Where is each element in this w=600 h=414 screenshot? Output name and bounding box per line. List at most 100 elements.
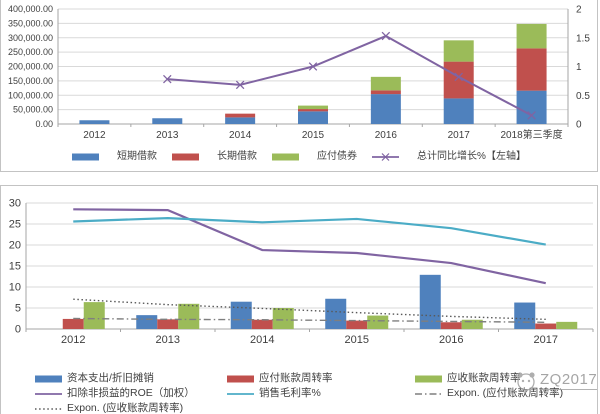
- left-axis-label: 300,000.00: [8, 33, 53, 43]
- legend-item: 应付账款周转率: [227, 372, 415, 385]
- x-axis-label: 2016: [439, 334, 463, 346]
- right-axis-label: 1: [576, 62, 582, 73]
- watermark-logo-icon: [517, 372, 535, 391]
- right-axis-label: 0.5: [576, 91, 590, 102]
- bar-segment: [298, 109, 328, 112]
- bar: [461, 319, 483, 329]
- bar: [535, 323, 557, 329]
- bar: [419, 274, 441, 329]
- legend-swatch-bar-icon: [272, 153, 300, 161]
- left-axis-label: 150,000.00: [8, 76, 53, 86]
- bar-segment: [370, 76, 401, 91]
- left-axis-label: 10: [9, 282, 21, 294]
- bar: [178, 303, 200, 329]
- x-axis-label: 2013: [156, 130, 179, 141]
- bar-segment: [443, 98, 474, 124]
- swatch-rect: [272, 153, 300, 161]
- left-axis-label: 200,000.00: [8, 62, 53, 72]
- legend-item: 应收账款周转率: [415, 372, 591, 385]
- legend-swatch-bar-icon: [72, 153, 100, 161]
- legend-swatch-line-icon: [372, 153, 400, 161]
- right-axis-label: 1.5: [576, 33, 590, 44]
- trend-line: [73, 317, 546, 323]
- legend-swatch-bar-icon: [227, 375, 254, 382]
- legend-label: 资本支出/折旧摊销: [67, 372, 154, 385]
- legend-label: 扣除非损益的ROE（加权）: [67, 387, 195, 400]
- left-axis-label: 0.00: [35, 119, 53, 129]
- left-axis-label: 50,000.00: [13, 105, 53, 115]
- legend-item: 总计同比增长%【左轴】: [372, 152, 526, 162]
- series-line: [73, 208, 546, 285]
- x-axis-label: 2013: [156, 334, 180, 346]
- line-marker-x: [163, 74, 172, 84]
- trend-line: [73, 298, 546, 321]
- legend-label: 应付债券: [317, 151, 358, 162]
- left-axis-label: 0: [15, 324, 21, 336]
- series-line: [73, 217, 546, 246]
- line-marker-x: [235, 80, 245, 90]
- bar-segment: [225, 117, 256, 124]
- ratios-chart-legend: 资本支出/折旧摊销 应付账款周转率 应收账款周转率扣除非损益的ROE（加权） 销售毛利…: [35, 372, 591, 414]
- legend-item: 短期借款: [72, 152, 157, 162]
- line-marker-x: [527, 111, 536, 120]
- line-marker-x: [308, 62, 318, 71]
- line-marker-x: [454, 72, 463, 82]
- legend-swatch-line-icon: [35, 392, 62, 395]
- left-axis-label: 250,000.00: [8, 47, 53, 57]
- swatch-rect: [415, 375, 442, 382]
- legend-label: 应付账款周转率: [259, 372, 333, 385]
- x-axis-label: 2014: [229, 130, 252, 141]
- x-axis-label: 2014: [250, 334, 274, 346]
- loans-stacked-chart: 400,000.00350,000.00300,000.00250,000.00…: [8, 4, 590, 141]
- line-marker-x: [381, 31, 391, 41]
- bar-segment: [370, 94, 401, 124]
- right-axis-label: 0: [576, 120, 582, 131]
- bar: [325, 298, 347, 329]
- bar: [440, 322, 462, 329]
- right-axis-label: 2: [576, 5, 582, 16]
- ratios-chart-panel: 30 25 20 15 10 5 0 2012 2013 2014 2015 2016 2017 资本支…: [0, 185, 598, 414]
- left-axis-label: 25: [9, 219, 21, 231]
- legend-label: 长期借款: [217, 151, 258, 162]
- bar-segment: [443, 61, 474, 99]
- x-axis-label: 2015: [302, 130, 325, 141]
- bar: [367, 315, 389, 329]
- legend-swatch-bar-icon: [415, 375, 442, 382]
- left-axis-label: 400,000.00: [8, 4, 53, 14]
- x-axis-label: 2017: [534, 334, 558, 346]
- swatch-x: [381, 153, 390, 161]
- swatch-rect: [227, 375, 254, 382]
- legend-swatch-bar-icon: [172, 153, 200, 161]
- bar-segment: [370, 90, 401, 95]
- legend-label: 销售毛利率%: [259, 387, 321, 400]
- left-axis-label: 5: [15, 303, 21, 315]
- left-axis-label: 15: [9, 261, 21, 273]
- bar: [556, 321, 578, 329]
- legend-swatch-bar-icon: [35, 375, 62, 382]
- left-axis-label: 100,000.00: [8, 90, 53, 100]
- legend-item: 销售毛利率%: [227, 387, 415, 400]
- bar: [230, 301, 252, 329]
- legend-label: 短期借款: [117, 151, 158, 162]
- bar: [157, 319, 179, 329]
- x-axis-label: 2016: [375, 130, 398, 141]
- left-axis-label: 20: [9, 240, 21, 252]
- legend-label: Expon. (应收账款周转率): [67, 402, 184, 414]
- bar-segment: [516, 23, 547, 49]
- bar: [346, 320, 368, 329]
- legend-swatch-trendline-icon: [415, 392, 442, 395]
- bar: [136, 315, 158, 329]
- x-axis-label: 2015: [345, 334, 369, 346]
- bar-segment: [152, 118, 183, 124]
- bar-segment: [516, 48, 547, 91]
- legend-item: 扣除非损益的ROE（加权）: [35, 387, 227, 400]
- x-axis-label: 2012: [83, 130, 106, 141]
- bar-segment: [516, 90, 547, 124]
- loans-chart-legend: 短期借款 长期借款 应付债券 总计同比增长%【左轴】: [1, 148, 597, 166]
- watermark-text: ZQ2017: [540, 370, 598, 390]
- left-axis-label: 30: [9, 198, 21, 210]
- loans-chart-panel: 400,000.00 350,000.00 300,000.00 250,000.00…: [0, 0, 598, 172]
- watermark: ZQ2017: [513, 367, 598, 393]
